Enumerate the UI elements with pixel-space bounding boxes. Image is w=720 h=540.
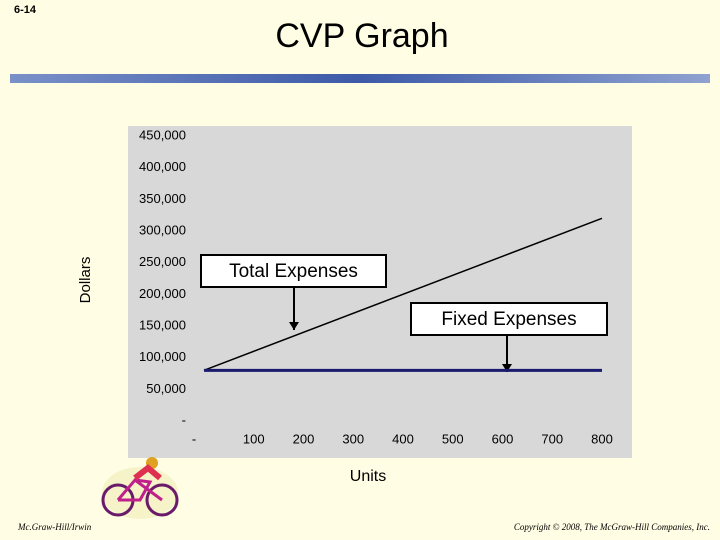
bicycle-clipart — [101, 457, 179, 519]
y-tick-label: 100,000 — [139, 349, 186, 364]
footer-left: Mc.Graw-Hill/Irwin — [17, 522, 92, 532]
arrow-head — [289, 322, 299, 330]
x-tick-label: 300 — [342, 431, 364, 446]
annotation-text: Fixed Expenses — [441, 309, 576, 330]
x-tick-label: 100 — [243, 431, 265, 446]
annotation-box — [200, 254, 387, 288]
y-tick-label: 50,000 — [146, 381, 186, 396]
x-tick-label: 500 — [442, 431, 464, 446]
y-tick-label: 450,000 — [139, 127, 186, 142]
arrow-head — [502, 364, 512, 372]
annotation-text: Total Expenses — [229, 261, 358, 282]
x-tick-label: 800 — [591, 431, 613, 446]
x-tick-label: 700 — [541, 431, 563, 446]
footer-right: Copyright © 2008, The McGraw-Hill Compan… — [514, 522, 710, 532]
x-tick-label: 400 — [392, 431, 414, 446]
y-tick-label: 200,000 — [139, 286, 186, 301]
x-tick-label: - — [192, 431, 196, 446]
y-tick-label: 250,000 — [139, 254, 186, 269]
y-tick-label: 150,000 — [139, 317, 186, 332]
series-line — [203, 217, 603, 372]
x-axis-label: Units — [350, 468, 386, 485]
slide-number: 6-14 — [14, 4, 37, 16]
plot-area — [128, 126, 632, 458]
annotation-box — [410, 302, 608, 336]
y-axis-label: Dollars — [77, 257, 94, 304]
title-bar — [10, 74, 710, 83]
y-tick-label: 300,000 — [139, 222, 186, 237]
x-tick-label: 600 — [492, 431, 514, 446]
y-tick-label: - — [182, 412, 186, 427]
y-tick-label: 350,000 — [139, 191, 186, 206]
x-tick-label: 200 — [293, 431, 315, 446]
chart-title: CVP Graph — [275, 17, 448, 55]
y-tick-label: 400,000 — [139, 159, 186, 174]
